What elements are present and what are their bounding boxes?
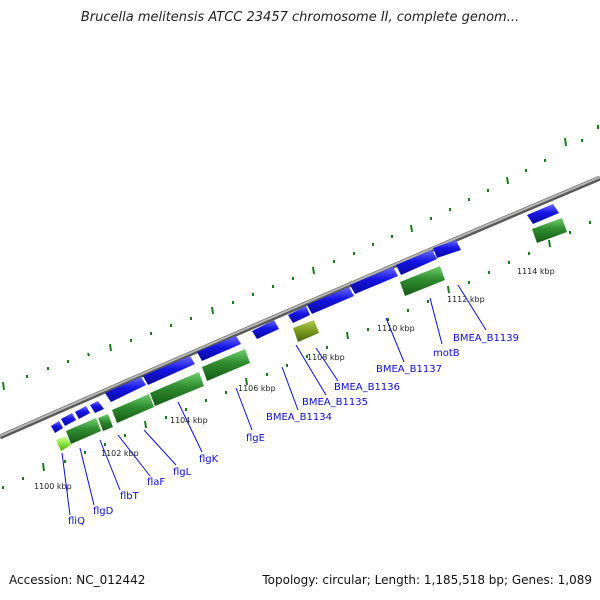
leader-line (177, 401, 203, 453)
tick-mark (506, 176, 509, 185)
label-leaders (61, 284, 487, 516)
gene-arrow[interactable] (307, 287, 354, 314)
gene-labels: fliQ flgD flbT flaF flgL flgK flgE BMEA_… (68, 333, 519, 527)
leader-line (281, 366, 299, 411)
scale-label: 1100 kbp (34, 482, 72, 491)
genome-backbone-highlight (0, 176, 600, 437)
gene-label-flaf[interactable]: flaF (147, 477, 165, 488)
scale-labels: 1100 kbp 1102 kbp 1104 kbp 1106 kbp 1108… (34, 267, 555, 491)
gene-arrow[interactable] (105, 377, 146, 402)
gene-arrow[interactable] (252, 320, 279, 339)
gene-label-bmea-b1139[interactable]: BMEA_B1139 (453, 333, 519, 344)
gene-label-flge[interactable]: flgE (246, 433, 265, 444)
gene-arrow[interactable] (197, 336, 241, 361)
scale-label: 1110 kbp (377, 324, 415, 333)
scale-label: 1104 kbp (170, 416, 208, 425)
tick-mark (564, 137, 567, 147)
tick-mark (2, 381, 5, 391)
gene-arrow[interactable] (51, 421, 63, 433)
gene-label-flgd[interactable]: flgD (93, 506, 114, 517)
gene-label-flbt[interactable]: flbT (120, 491, 140, 502)
gene-label-bmea-b1134[interactable]: BMEA_B1134 (266, 412, 332, 423)
scale-label: 1106 kbp (238, 384, 276, 393)
leader-line (315, 347, 339, 382)
gene-arrow[interactable] (150, 372, 204, 406)
scale-label: 1114 kbp (517, 267, 555, 276)
genome-backbone (0, 175, 600, 440)
gene-arrow[interactable] (288, 306, 310, 323)
tick-mark (548, 239, 551, 248)
leader-line (235, 387, 253, 431)
gene-label-motb[interactable]: motB (433, 348, 460, 359)
gene-arrow[interactable] (112, 394, 154, 423)
tick-mark (144, 420, 147, 429)
scale-label: 1112 kbp (447, 295, 485, 304)
outer-tick-ring (2, 125, 599, 391)
accession-text: Accession: NC_012442 (9, 573, 146, 587)
inner-tick-ring (2, 221, 591, 489)
tick-mark (211, 306, 214, 315)
leader-line (117, 434, 151, 477)
gene-label-flgk[interactable]: flgK (199, 454, 219, 465)
gene-arrow[interactable] (98, 414, 113, 431)
tick-mark (312, 266, 315, 275)
leader-line (457, 284, 487, 331)
gene-label-fliq[interactable]: fliQ (68, 516, 85, 527)
leader-line (61, 452, 71, 516)
gene-arrow[interactable] (396, 250, 437, 275)
scale-label: 1102 kbp (101, 449, 139, 458)
leader-line (295, 344, 327, 396)
gene-arrow[interactable] (143, 356, 195, 385)
gene-arrow[interactable] (61, 413, 76, 426)
gene-label-bmea-b1136[interactable]: BMEA_B1136 (334, 382, 400, 393)
gene-arrow[interactable] (202, 349, 250, 381)
leader-line (99, 439, 121, 491)
gene-arrow[interactable] (400, 266, 445, 296)
map-title: Brucella melitensis ATCC 23457 chromosom… (80, 10, 520, 25)
forward-strand-genes (51, 204, 559, 433)
gene-arrow[interactable] (532, 218, 567, 243)
gene-arrow[interactable] (56, 436, 71, 451)
gene-arrow[interactable] (527, 204, 559, 224)
tick-mark (447, 285, 450, 294)
gene-label-bmea-b1135[interactable]: BMEA_B1135 (302, 397, 368, 408)
gene-arrow[interactable] (66, 418, 101, 444)
genome-stats-text: Topology: circular; Length: 1,185,518 bp… (262, 573, 592, 587)
leader-line (429, 297, 443, 345)
reverse-strand-genes (56, 218, 567, 451)
gene-arrow[interactable] (350, 267, 398, 294)
scale-label: 1108 kbp (307, 353, 345, 362)
leader-line (79, 447, 95, 506)
tick-mark (410, 224, 413, 233)
leader-line (143, 429, 177, 466)
tick-mark (42, 462, 45, 472)
gene-arrow[interactable] (293, 320, 319, 342)
gene-label-bmea-b1137[interactable]: BMEA_B1137 (376, 364, 442, 375)
leader-line (385, 317, 405, 363)
gene-arrow[interactable] (75, 406, 90, 419)
tick-mark (346, 331, 349, 340)
gene-arrow[interactable] (433, 240, 461, 258)
tick-mark (109, 343, 112, 352)
gene-arrow[interactable] (90, 401, 104, 413)
gene-label-flgl[interactable]: flgL (173, 467, 192, 478)
tick-mark (87, 352, 90, 357)
tick-mark (245, 377, 248, 386)
